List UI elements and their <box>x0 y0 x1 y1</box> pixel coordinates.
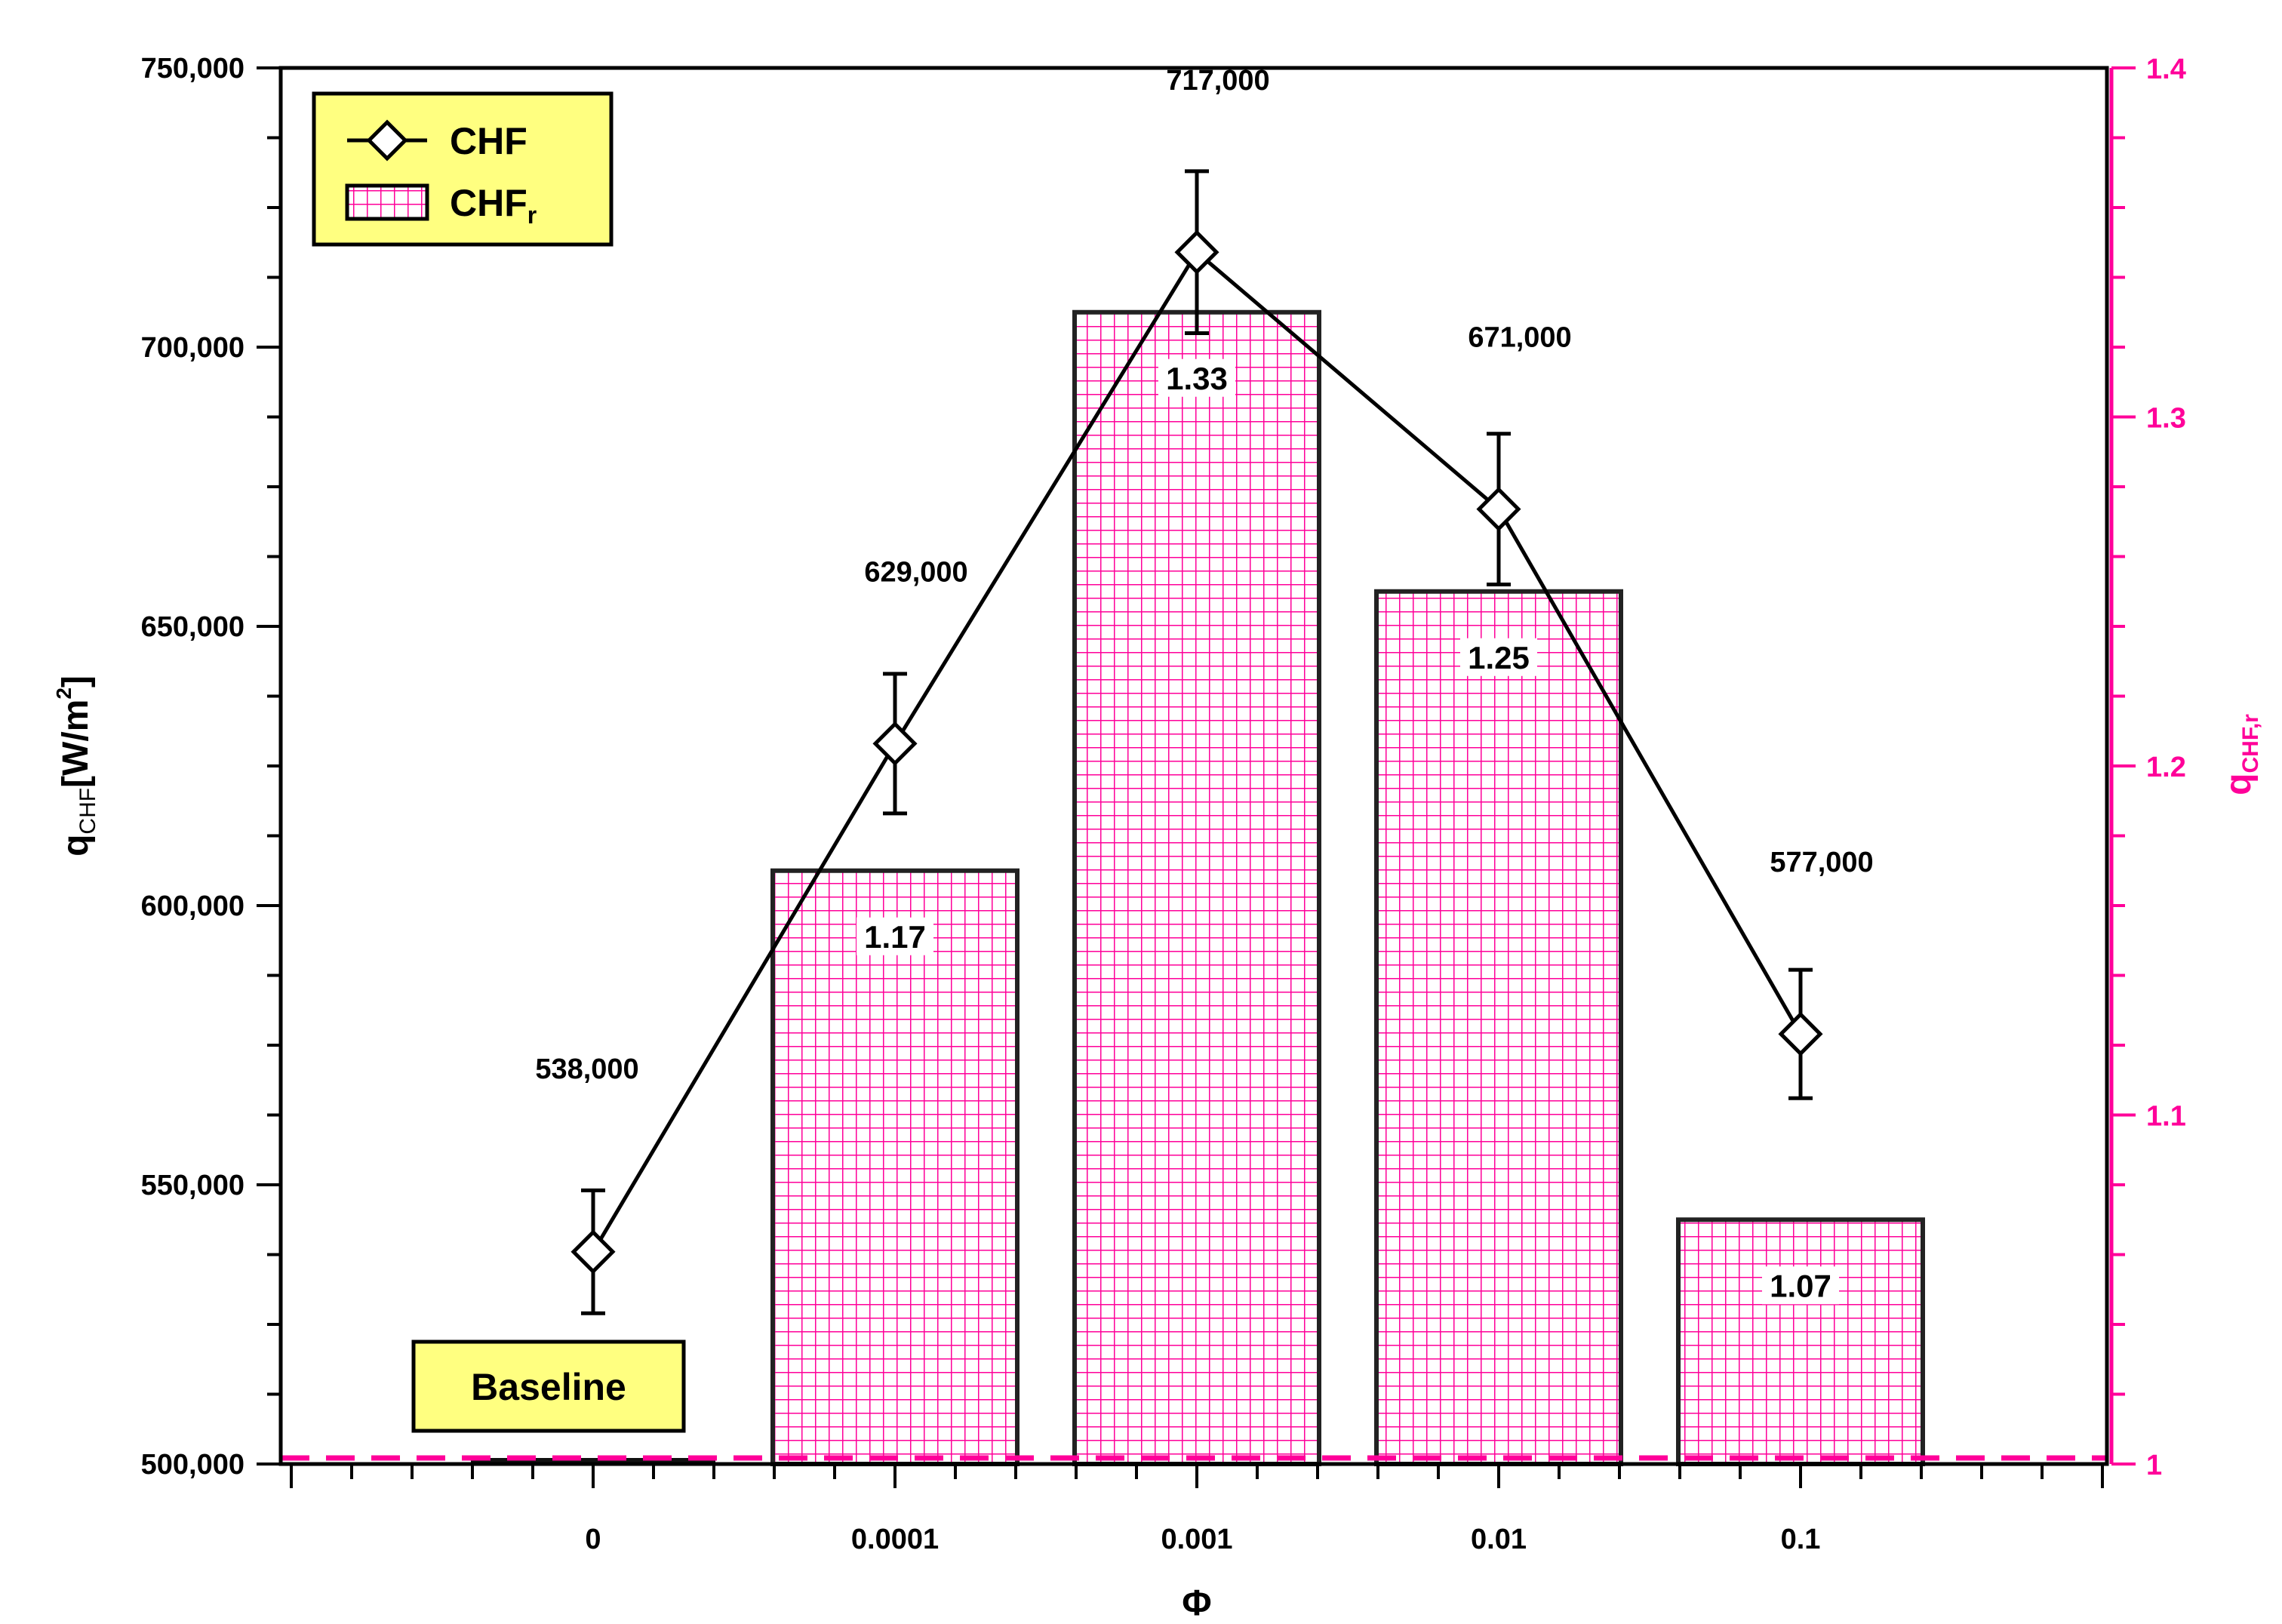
left-tick-label: 650,000 <box>141 611 244 643</box>
bar-value-label: 1.33 <box>1166 361 1228 396</box>
legend-diamond-icon <box>366 119 408 161</box>
left-tick-label: 550,000 <box>141 1170 244 1201</box>
right-tick-label: 1.4 <box>2146 54 2186 85</box>
bar-label-bg <box>857 917 933 955</box>
bar-0.01 <box>1374 589 1623 1466</box>
legend: CHF CHFr <box>312 91 614 247</box>
bar-label-bg <box>1762 1266 1839 1305</box>
x-tick-label: 0.0001 <box>851 1524 939 1555</box>
bar-value-label: 1.07 <box>1770 1268 1831 1303</box>
bar-label-bg <box>1460 638 1537 676</box>
right-tick-label: 1.3 <box>2146 403 2186 435</box>
x-axis-title: Φ <box>1182 1583 1211 1623</box>
diamond-marker <box>872 721 918 766</box>
bar-0 <box>471 1458 715 1464</box>
bar-value-label: 1.17 <box>864 919 926 955</box>
chf-data-label: 629,000 <box>864 556 967 588</box>
x-tick-label: 0.001 <box>1161 1524 1232 1555</box>
labels-layer: 1.17 1.33 1.25 1.07 538,000 629,000 717,000 671… <box>535 65 1874 1305</box>
x-tick-label: 0.1 <box>1781 1524 1821 1555</box>
diamond-marker <box>1476 487 1521 532</box>
legend-label-chf: CHF <box>450 120 527 162</box>
bar-0.0001 <box>770 868 1020 1466</box>
chf-data-label: 671,000 <box>1468 322 1571 354</box>
left-axis-title: qCHF[W/m2] <box>52 675 100 857</box>
right-axis-title: qCHF,r <box>2219 714 2263 795</box>
legend-grid-swatch-icon <box>345 183 429 221</box>
diamond-marker <box>570 1229 616 1275</box>
left-tick-label: 750,000 <box>141 53 244 85</box>
legend-label-chfr: CHFr <box>450 182 537 229</box>
bar-value-label: 1.25 <box>1468 640 1530 675</box>
chf-data-label: 717,000 <box>1166 65 1269 97</box>
bar-label-bg <box>1158 358 1235 397</box>
left-tick-label: 700,000 <box>141 332 244 364</box>
bar-0.1 <box>1676 1217 1925 1466</box>
x-tick-label: 0 <box>585 1524 601 1555</box>
chf-data-label: 577,000 <box>1770 847 1873 878</box>
right-tick-label: 1 <box>2146 1450 2162 1481</box>
left-tick-label: 600,000 <box>141 890 244 922</box>
left-tick-label: 500,000 <box>141 1449 244 1481</box>
chf-data-label: 538,000 <box>535 1053 638 1085</box>
annotation-layer: Baseline <box>411 1339 686 1433</box>
baseline-annotation-box <box>411 1339 686 1433</box>
right-tick-label: 1.2 <box>2146 752 2186 783</box>
bar-0.001 <box>1072 309 1321 1466</box>
baseline-annotation-label: Baseline <box>471 1366 626 1408</box>
bars-layer <box>471 309 1925 1466</box>
axes-layer: 500,000 550,000 600,000 650,000 700,000 750,0… <box>52 53 2263 1623</box>
diamond-marker <box>1778 1011 1823 1057</box>
chf-line-layer <box>570 169 1823 1315</box>
diamond-marker <box>1174 229 1219 275</box>
right-tick-label: 1.1 <box>2146 1101 2186 1133</box>
x-tick-label: 0.01 <box>1471 1524 1527 1555</box>
